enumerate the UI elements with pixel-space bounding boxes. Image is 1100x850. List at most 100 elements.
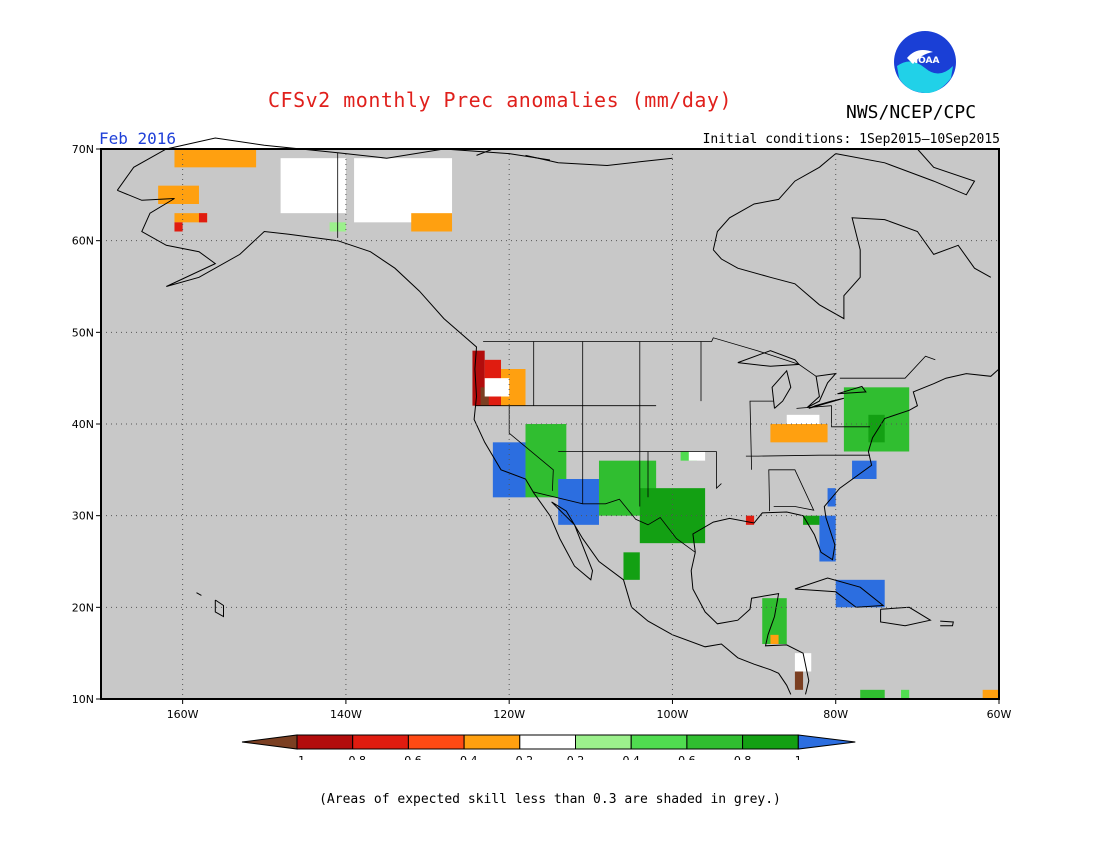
longitude-tick-label: 60W [987,708,1012,721]
anomaly-cell [484,378,510,397]
colorbar-segment [407,734,465,750]
colorbar: −1 −0.8 −0.6 −0.4 −0.2 0.2 0.4 0.6 0.8 1 [241,734,856,760]
latitude-tick-label: 20N [72,601,94,614]
colorbar-low-arrow [241,734,298,750]
coastline-segment [771,369,792,409]
coastline-segment [737,350,801,367]
coastline-segment [712,153,837,250]
anomaly-cell [982,689,999,699]
colorbar-label: 0.2 [567,754,585,760]
coastline-segment [940,620,954,627]
coastline-segment [117,189,792,695]
agency-label: NWS/NCEP/CPC [846,102,977,123]
longitude-tick-label: 140W [330,708,362,721]
political-border [831,405,870,428]
coastline-segment [712,217,992,320]
anomaly-cell [174,222,183,232]
colorbar-segment [686,734,744,750]
anomaly-cell [770,634,779,644]
anomaly-cell [901,689,910,699]
latitude-tick-label: 40N [72,418,94,431]
colorbar-segment [352,734,409,750]
latitude-tick-label: 30N [72,510,94,523]
map-title: CFSv2 monthly Prec anomalies (mm/day) [0,88,1100,112]
political-border [768,469,815,512]
anomaly-cell [558,479,599,525]
political-border [483,337,817,377]
anomaly-cell [835,579,885,608]
latitude-tick-label: 50N [72,326,94,339]
coastline-segment [794,577,885,608]
political-border [532,491,696,553]
anomaly-cell [860,689,885,699]
noaa-logo-text: NOAA [911,56,940,66]
anomaly-cell [803,515,820,525]
anomaly-cell [868,414,885,443]
colorbar-segment [630,734,688,750]
longitude-tick-label: 80W [823,708,848,721]
colorbar-segment [296,734,354,750]
longitude-tick-labels: 160W 140W 120W 100W 80W 60W [167,708,1012,721]
coastline-segment [837,385,867,395]
anomaly-cell [158,185,199,204]
noaa-logo-bird [907,50,933,64]
colorbar-label: −0.6 [395,754,422,760]
anomaly-cell [280,158,346,214]
coastline-segment [525,154,673,167]
latitude-tick-label: 70N [72,143,94,156]
noaa-logo: NOAA [894,31,956,94]
valid-month-label: Feb 2016 [99,129,177,148]
coastline-segment [690,552,810,695]
colorbar-label: 0.4 [622,754,640,760]
anomaly-cell [198,213,208,223]
anomaly-cell [354,158,453,223]
anomaly-cell [819,515,836,562]
anomaly-cell [174,149,257,168]
political-border [796,405,832,409]
colorbar-label: −0.8 [339,754,366,760]
map-frame [100,148,1000,700]
anomaly-cell [623,552,640,580]
coastline-segment [692,368,1000,561]
political-border [839,355,936,379]
political-border [749,400,774,470]
coastline-segment [806,372,837,408]
noaa-logo-wave [897,61,953,94]
colorbar-label: −0.2 [506,754,533,760]
initial-conditions-label: Initial conditions: 1Sep2015—10Sep2015 [702,132,1000,147]
colorbar-segment [575,734,632,750]
anomaly-cell [770,424,828,443]
latitude-tick-label: 60N [72,235,94,248]
longitude-tick-label: 160W [167,708,199,721]
anomaly-cell [794,653,812,672]
map-title-text: CFSv2 monthly Prec anomalies (mm/day) [267,88,733,112]
colorbar-high-arrow [797,734,856,750]
anomaly-cell [794,671,804,690]
anomaly-cell [411,213,453,232]
coastline-segment [214,599,224,618]
colorbar-label: 0.6 [678,754,696,760]
coastline-segment [196,592,202,596]
colorbar-label: −0.4 [451,754,478,760]
coastline-segment [835,148,976,196]
political-border [745,454,870,457]
longitude-tick-label: 100W [657,708,689,721]
colorbar-segment [742,734,799,750]
longitude-tick-label: 120W [493,708,525,721]
anomaly-cell [688,451,706,461]
latitude-tick-label: 10N [72,693,94,706]
anomaly-cell [174,213,208,223]
anomaly-cell [745,515,755,525]
latitude-tick-labels: 70N 60N 50N 40N 30N 20N 10N [72,143,94,706]
anomaly-cell [786,414,820,424]
colorbar-segment [519,734,576,750]
colorbar-label: 1 [795,754,802,760]
political-border [716,451,722,490]
colorbar-label: 0.8 [734,754,752,760]
colorbar-segment [463,734,521,750]
colorbar-label: −1 [289,754,305,760]
coastline-segment [880,606,932,627]
coastline-segment [808,397,845,409]
skill-footnote: (Areas of expected skill less than 0.3 a… [319,792,781,807]
